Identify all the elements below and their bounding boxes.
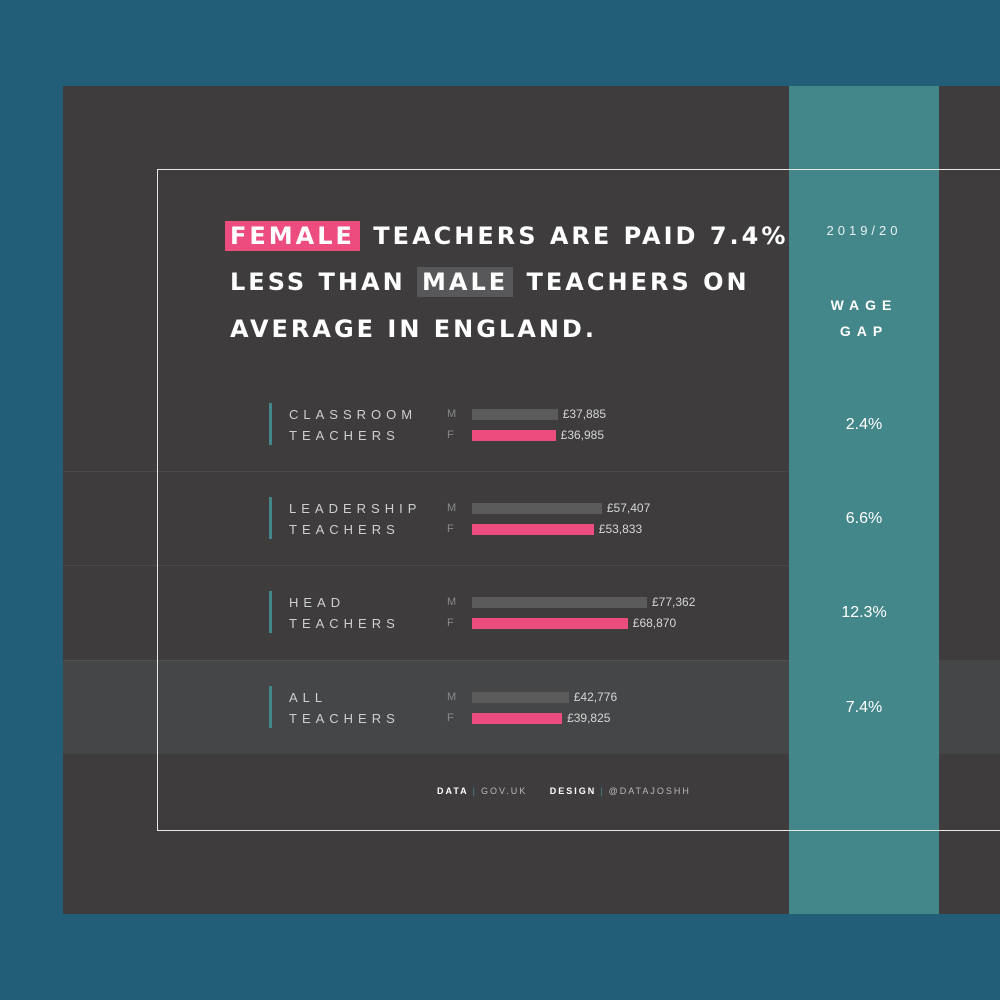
- category-label-line-1: CLASSROOM: [289, 407, 418, 422]
- female-marker: F: [447, 617, 454, 629]
- content-frame: [157, 169, 1000, 831]
- row-accent-bar: [269, 403, 272, 445]
- wage-gap-column: [789, 86, 939, 914]
- male-marker: M: [447, 502, 457, 514]
- male-salary-label: £37,885: [562, 407, 607, 421]
- wage-gap-title-line-1: WAGE: [830, 297, 898, 313]
- female-marker: F: [447, 429, 454, 441]
- male-salary-label: £42,776: [573, 690, 618, 704]
- female-salary-bar: [472, 713, 563, 724]
- headline-line-3: AVERAGE IN ENGLAND.: [230, 314, 597, 344]
- row-divider: [63, 565, 789, 566]
- footer-data-source: GOV.UK: [481, 786, 528, 796]
- male-marker: M: [447, 596, 457, 608]
- female-salary-bar: [472, 524, 594, 535]
- male-salary-bar: [472, 597, 647, 608]
- category-label-line-2: TEACHERS: [289, 711, 400, 726]
- male-marker: M: [447, 408, 457, 420]
- headline-text: TEACHERS ON: [526, 268, 750, 296]
- row-accent-bar: [269, 591, 272, 633]
- female-marker: F: [447, 712, 454, 724]
- row-divider: [63, 660, 789, 661]
- male-salary-label: £57,407: [606, 501, 651, 515]
- female-salary-bar: [472, 430, 556, 441]
- category-label-line-1: ALL: [289, 690, 328, 705]
- female-salary-bar: [472, 618, 628, 629]
- row-accent-bar: [269, 497, 272, 539]
- male-salary-bar: [472, 503, 602, 514]
- male-salary-bar: [472, 692, 569, 703]
- footer-separator: |: [472, 786, 478, 796]
- female-highlight: FEMALE: [225, 221, 360, 251]
- headline-line-2: LESS THAN MALE TEACHERS ON: [230, 267, 750, 297]
- row-accent-bar: [269, 686, 272, 728]
- female-salary-label: £53,833: [598, 522, 643, 536]
- wage-gap-value: 2.4%: [845, 416, 883, 433]
- footer-design-label: DESIGN: [549, 786, 597, 796]
- footer-credits: DATA | GOV.UK DESIGN | @DATAJOSHH: [437, 786, 691, 796]
- row-divider: [63, 471, 789, 472]
- wage-gap-value: 7.4%: [845, 699, 883, 716]
- female-salary-label: £36,985: [560, 428, 605, 442]
- footer-data-label: DATA: [437, 786, 469, 796]
- female-salary-label: £39,825: [567, 711, 611, 725]
- year-label: 2019/20: [826, 223, 902, 238]
- footer-design-credit: @DATAJOSHH: [608, 786, 691, 796]
- headline-text: TEACHERS ARE PAID 7.4%: [373, 222, 789, 250]
- wage-gap-value: 6.6%: [845, 510, 883, 527]
- headline-text: AVERAGE IN ENGLAND.: [230, 315, 597, 343]
- male-salary-label: £77,362: [652, 595, 696, 609]
- headline-text: LESS THAN: [230, 268, 406, 296]
- footer-separator: |: [600, 786, 605, 796]
- female-salary-label: £68,870: [632, 616, 677, 630]
- male-marker: M: [447, 691, 457, 703]
- wage-gap-title-line-2: GAP: [839, 323, 889, 339]
- wage-gap-value: 12.3%: [841, 604, 887, 621]
- headline-line-1: FEMALE TEACHERS ARE PAID 7.4%: [225, 221, 789, 251]
- male-salary-bar: [472, 409, 558, 420]
- category-label-line-2: TEACHERS: [289, 522, 400, 537]
- female-marker: F: [447, 523, 454, 535]
- category-label-line-1: LEADERSHIP: [289, 501, 422, 516]
- male-highlight: MALE: [417, 267, 514, 297]
- category-label-line-1: HEAD: [289, 595, 346, 610]
- category-label-line-2: TEACHERS: [289, 428, 400, 443]
- category-label-line-2: TEACHERS: [289, 616, 400, 631]
